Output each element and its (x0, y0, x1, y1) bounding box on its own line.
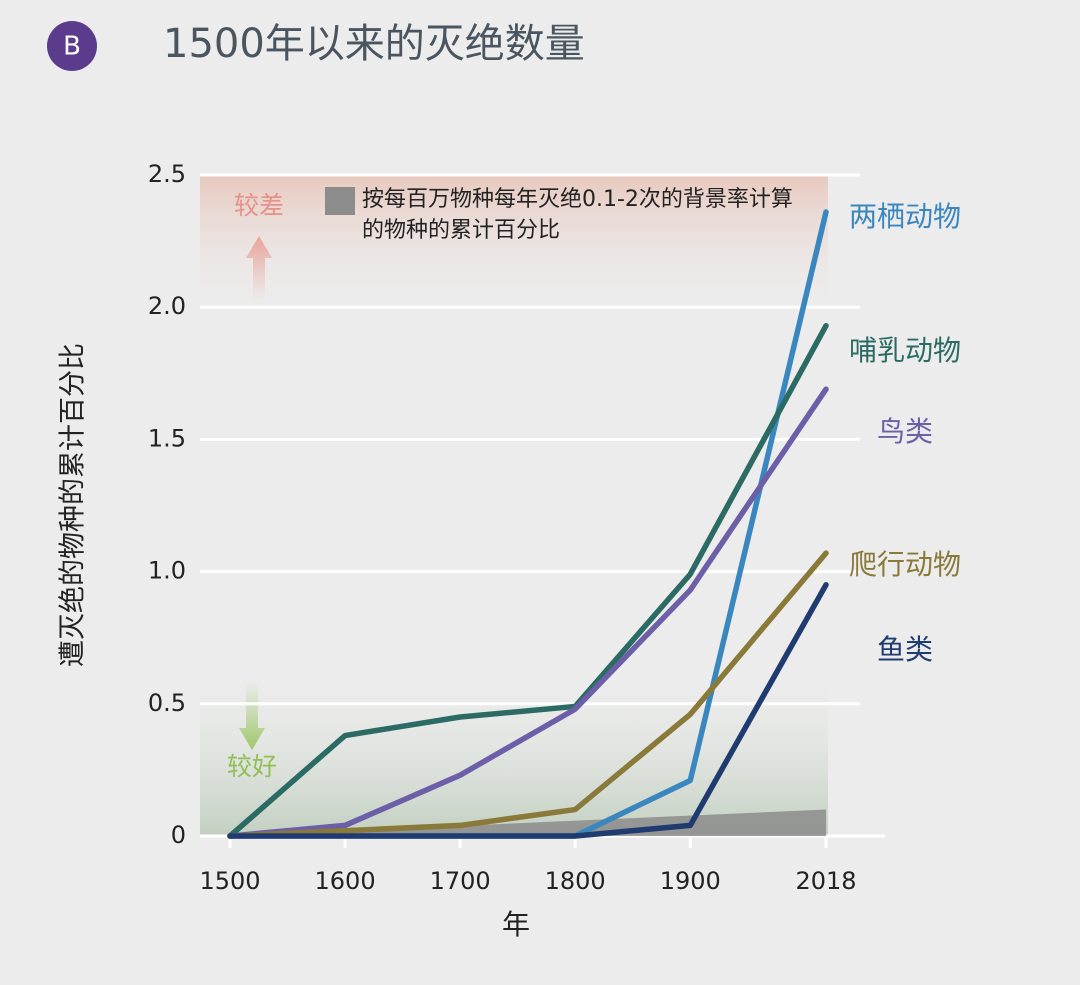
legend-swatch (325, 187, 355, 215)
series-label: 鸟类 (877, 415, 933, 448)
series-line (227, 582, 829, 839)
series-label: 鱼类 (877, 633, 933, 666)
series-label: 哺乳动物 (849, 334, 961, 367)
badge (47, 21, 97, 71)
y-tick-label: 0 (171, 821, 186, 849)
y-tick-label: 1.5 (148, 424, 186, 452)
x-tick-label: 1600 (315, 867, 376, 895)
better-label: 较好 (227, 752, 277, 781)
y-tick-label: 0.5 (148, 689, 186, 717)
x-tick-label: 1800 (545, 867, 606, 895)
y-axis-label: 遭灭绝的物种的累计百分比 (58, 343, 89, 667)
worse-arrow (246, 236, 272, 300)
y-tick-label: 1.0 (148, 557, 186, 585)
series-label: 两栖动物 (849, 200, 961, 233)
chart-title: 1500年以来的灭绝数量 (163, 21, 585, 67)
worse-zone (200, 175, 828, 315)
badge-text: B (63, 32, 81, 62)
x-tick-label: 1700 (430, 867, 491, 895)
x-axis-label: 年 (502, 908, 530, 941)
series-line (227, 322, 829, 839)
worse-label: 较差 (234, 191, 284, 220)
legend-text: 按每百万物种每年灭绝0.1-2次的背景率计算的物种的累计百分比 (362, 187, 793, 243)
series-line (227, 550, 829, 839)
x-tick-label: 1500 (199, 867, 260, 895)
x-tick-label: 2018 (795, 867, 856, 895)
better-arrow (239, 682, 265, 750)
x-tick-label: 1900 (660, 867, 721, 895)
better-zone (200, 660, 828, 836)
series-label: 爬行动物 (849, 548, 961, 581)
y-tick-label: 2.0 (148, 292, 186, 320)
y-tick-label: 2.5 (148, 160, 186, 188)
series-line (227, 386, 829, 839)
